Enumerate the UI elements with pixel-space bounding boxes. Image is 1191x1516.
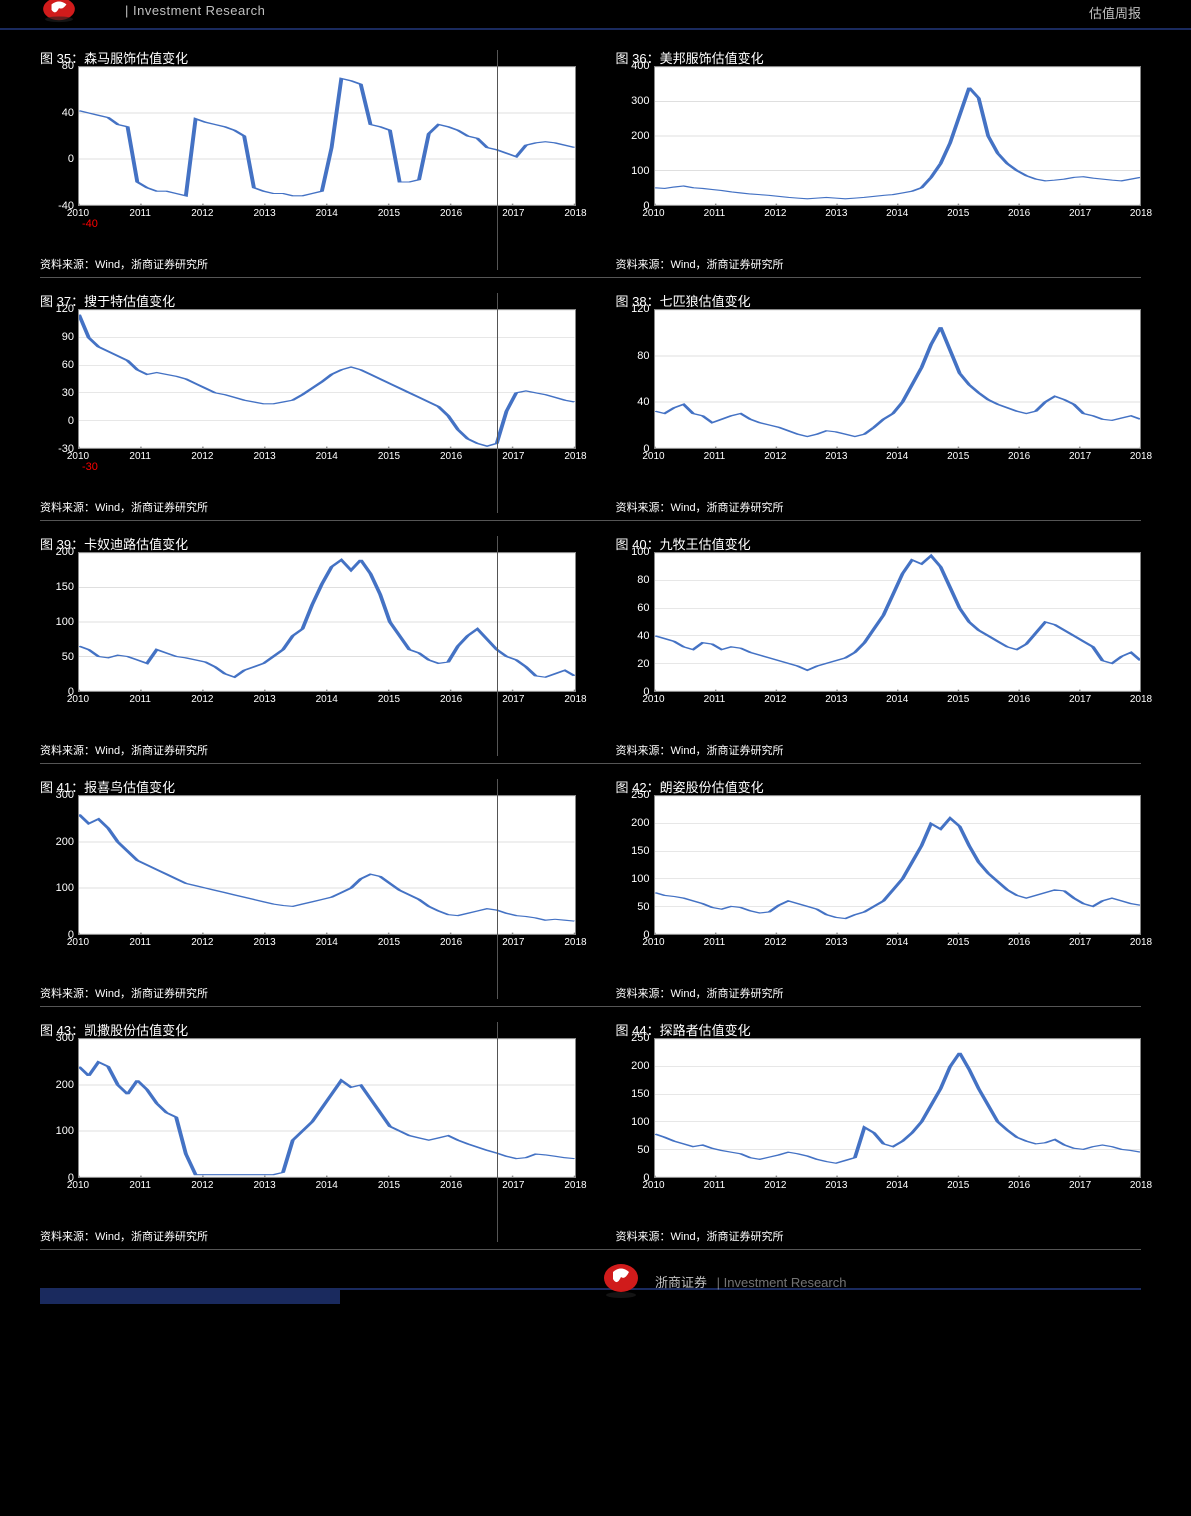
header-right-text: 估值周报 — [1089, 3, 1141, 22]
plot-area — [78, 309, 576, 449]
plot-area — [78, 1038, 576, 1178]
footer-tagline: | Investment Research — [717, 1275, 847, 1290]
chart-cell: 图 41：报喜鸟估值变化 3002001000 2010201120122013… — [0, 769, 596, 1007]
y-axis-labels: 100806040200 — [616, 552, 652, 692]
horizontal-divider — [40, 520, 1141, 521]
chart-cell: 图 42：朗姿股份估值变化 250200150100500 2010201120… — [596, 769, 1191, 1007]
chart-title: 图 38：七匹狼估值变化 — [616, 291, 1142, 303]
chart-cell: 图 36：美邦服饰估值变化 4003002001000 201020112012… — [596, 40, 1191, 278]
chart-title: 图 43：凯撒股份估值变化 — [40, 1020, 576, 1032]
chart-source: 资料来源：Wind，浙商证券研究所 — [616, 499, 784, 515]
chart-title: 图 35：森马服饰估值变化 — [40, 48, 576, 60]
chart-source: 资料来源：Wind，浙商证券研究所 — [616, 985, 784, 1001]
chart-row: 图 37：搜于特估值变化 1209060300-30 2010201120122… — [0, 283, 1191, 521]
horizontal-divider — [40, 763, 1141, 764]
chart-cell: 图 38：七匹狼估值变化 12080400 201020112012201320… — [596, 283, 1191, 521]
y-axis-labels: 200150100500 — [40, 552, 76, 692]
chart-row: 图 41：报喜鸟估值变化 3002001000 2010201120122013… — [0, 769, 1191, 1007]
x-axis-labels: 201020112012201320142015201620172018 — [78, 1180, 576, 1192]
chart-source: 资料来源：Wind，浙商证券研究所 — [40, 1228, 208, 1244]
y-axis-labels: 3002001000 — [40, 1038, 76, 1178]
x-axis-labels: 201020112012201320142015201620172018 — [654, 1180, 1142, 1192]
chart-title: 图 40：九牧王估值变化 — [616, 534, 1142, 546]
vertical-divider — [497, 536, 498, 756]
x-axis-labels: 201020112012201320142015201620172018 — [654, 451, 1142, 463]
vertical-divider — [497, 1022, 498, 1242]
chart-source: 资料来源：Wind，浙商证券研究所 — [616, 256, 784, 272]
chart-cell: 图 43：凯撒股份估值变化 3002001000 201020112012201… — [0, 1012, 596, 1250]
plot-area — [78, 552, 576, 692]
footer-accent-box — [40, 1290, 340, 1304]
chart-cell: 图 35：森马服饰估值变化 80400-40 20102011201220132… — [0, 40, 596, 278]
chart-wrap: 3002001000 20102011201220132014201520162… — [40, 795, 576, 950]
y-axis-labels: 4003002001000 — [616, 66, 652, 206]
chart-source: 资料来源：Wind，浙商证券研究所 — [40, 742, 208, 758]
chart-row: 图 35：森马服饰估值变化 80400-40 20102011201220132… — [0, 40, 1191, 278]
chart-wrap: 250200150100500 201020112012201320142015… — [616, 1038, 1142, 1193]
plot-area — [654, 1038, 1142, 1178]
logo-bottom-icon — [600, 1260, 642, 1300]
chart-grid: 图 35：森马服饰估值变化 80400-40 20102011201220132… — [0, 40, 1191, 1250]
plot-area — [78, 66, 576, 206]
vertical-divider — [497, 293, 498, 513]
page: | Investment Research 估值周报 图 35：森马服饰估值变化… — [0, 0, 1191, 1370]
x-axis-labels: 201020112012201320142015201620172018 — [78, 208, 576, 220]
chart-cell: 图 44：探路者估值变化 250200150100500 20102011201… — [596, 1012, 1191, 1250]
x-axis-labels: 201020112012201320142015201620172018 — [78, 694, 576, 706]
chart-title: 图 37：搜于特估值变化 — [40, 291, 576, 303]
chart-wrap: 3002001000 20102011201220132014201520162… — [40, 1038, 576, 1193]
y-axis-labels: 250200150100500 — [616, 1038, 652, 1178]
chart-wrap: 200150100500 201020112012201320142015201… — [40, 552, 576, 707]
chart-source: 资料来源：Wind，浙商证券研究所 — [616, 1228, 784, 1244]
plot-area — [654, 795, 1142, 935]
y-axis-labels: 250200150100500 — [616, 795, 652, 935]
chart-source: 资料来源：Wind，浙商证券研究所 — [40, 256, 208, 272]
chart-title: 图 44：探路者估值变化 — [616, 1020, 1142, 1032]
chart-wrap: 250200150100500 201020112012201320142015… — [616, 795, 1142, 950]
horizontal-divider — [40, 1006, 1141, 1007]
chart-source: 资料来源：Wind，浙商证券研究所 — [40, 499, 208, 515]
x-axis-labels: 201020112012201320142015201620172018 — [78, 451, 576, 463]
plot-area — [654, 309, 1142, 449]
logo-top-icon — [40, 0, 78, 23]
chart-title: 图 42：朗姿股份估值变化 — [616, 777, 1142, 789]
chart-wrap: 80400-40 2010201120122013201420152016201… — [40, 66, 576, 221]
horizontal-divider — [40, 1249, 1141, 1250]
chart-title: 图 41：报喜鸟估值变化 — [40, 777, 576, 789]
vertical-divider — [497, 779, 498, 999]
horizontal-divider — [40, 277, 1141, 278]
plot-area — [654, 66, 1142, 206]
footer-text: 浙商证券 | Investment Research — [655, 1272, 846, 1291]
chart-source: 资料来源：Wind，浙商证券研究所 — [616, 742, 784, 758]
plot-area — [78, 795, 576, 935]
header-left-text: | Investment Research — [125, 3, 265, 18]
vertical-divider — [497, 50, 498, 270]
chart-cell: 图 40：九牧王估值变化 100806040200 20102011201220… — [596, 526, 1191, 764]
chart-wrap: 100806040200 201020112012201320142015201… — [616, 552, 1142, 707]
chart-wrap: 1209060300-30 20102011201220132014201520… — [40, 309, 576, 464]
chart-title: 图 39：卡奴迪路估值变化 — [40, 534, 576, 546]
chart-wrap: 12080400 2010201120122013201420152016201… — [616, 309, 1142, 464]
x-axis-labels: 201020112012201320142015201620172018 — [654, 208, 1142, 220]
x-axis-labels: 201020112012201320142015201620172018 — [654, 937, 1142, 949]
chart-wrap: 4003002001000 20102011201220132014201520… — [616, 66, 1142, 221]
x-axis-labels: 201020112012201320142015201620172018 — [78, 937, 576, 949]
chart-row: 图 43：凯撒股份估值变化 3002001000 201020112012201… — [0, 1012, 1191, 1250]
y-axis-labels: 1209060300-30 — [40, 309, 76, 449]
footer-brand: 浙商证券 — [655, 1275, 707, 1290]
chart-source: 资料来源：Wind，浙商证券研究所 — [40, 985, 208, 1001]
chart-cell: 图 39：卡奴迪路估值变化 200150100500 2010201120122… — [0, 526, 596, 764]
chart-cell: 图 37：搜于特估值变化 1209060300-30 2010201120122… — [0, 283, 596, 521]
chart-row: 图 39：卡奴迪路估值变化 200150100500 2010201120122… — [0, 526, 1191, 764]
plot-area — [654, 552, 1142, 692]
x-axis-labels: 201020112012201320142015201620172018 — [654, 694, 1142, 706]
header: | Investment Research 估值周报 — [0, 0, 1191, 30]
chart-title: 图 36：美邦服饰估值变化 — [616, 48, 1142, 60]
footer: 浙商证券 | Investment Research — [0, 1260, 1191, 1310]
y-axis-labels: 80400-40 — [40, 66, 76, 206]
y-axis-labels: 3002001000 — [40, 795, 76, 935]
y-axis-labels: 12080400 — [616, 309, 652, 449]
